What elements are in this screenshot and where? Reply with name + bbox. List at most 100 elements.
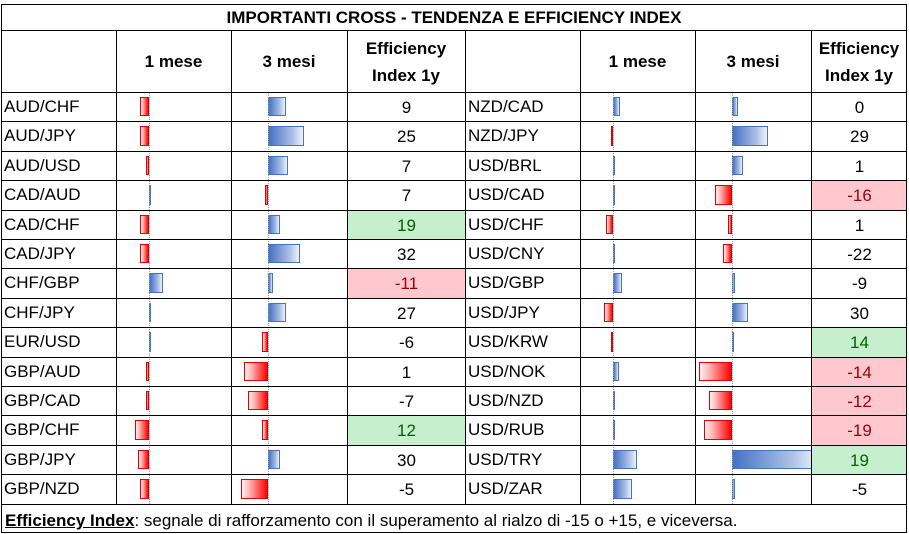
efficiency-value: 25 — [397, 127, 416, 147]
efficiency-value: -6 — [398, 333, 415, 353]
efficiency-value: 0 — [854, 98, 865, 117]
grid-vline — [811, 31, 812, 504]
pair-label: NZD/CAD — [468, 97, 544, 116]
pair-label: GBP/CAD — [4, 391, 81, 410]
pair-label: USD/ZAR — [468, 479, 543, 499]
grid-hline — [1, 386, 907, 387]
bar-3-mesi — [709, 391, 732, 411]
efficiency-index-table: IMPORTANTI CROSS - TENDENZA E EFFICIENCY… — [1, 4, 907, 533]
efficiency-value: 32 — [397, 245, 416, 264]
pair-label: CHF/GBP — [4, 273, 80, 293]
pair-label: AUD/JPY — [4, 126, 76, 146]
footnote: Efficiency Index: segnale di rafforzamen… — [1, 509, 907, 533]
pair-label: USD/CNY — [468, 244, 545, 263]
bar-1-mese — [140, 126, 149, 146]
grid-vline — [580, 31, 581, 504]
bar-1-mese — [613, 273, 622, 293]
bar-3-mesi — [732, 126, 768, 146]
bar-3-mesi — [704, 420, 732, 440]
pair-label: GBP/NZD — [4, 479, 80, 499]
efficiency-value: 30 — [397, 450, 416, 470]
grid-vline — [231, 31, 232, 504]
grid-vline — [465, 31, 466, 504]
header-1-mese-left: 1 mese — [144, 52, 203, 71]
grid-hline — [1, 268, 907, 270]
efficiency-value: 9 — [401, 98, 412, 117]
bar-3-mesi — [732, 449, 819, 470]
bar-3-mesi — [248, 391, 268, 411]
header-3-mesi-right: 3 mesi — [726, 52, 780, 71]
efficiency-value: -7 — [398, 392, 415, 411]
pair-label: GBP/AUD — [4, 361, 81, 381]
pair-label: EUR/USD — [4, 332, 81, 352]
header-efficiency-line2: Index 1y — [824, 65, 894, 85]
efficiency-value: -5 — [851, 480, 868, 500]
grid-hline — [1, 180, 907, 182]
bar-3-mesi — [268, 214, 280, 234]
efficiency-value: 1 — [401, 362, 412, 382]
footnote-text: : segnale di rafforzamento con il supera… — [134, 511, 738, 530]
grid-hline — [1, 297, 907, 299]
pair-label: CAD/AUD — [4, 185, 81, 205]
header-3-mesi-left: 3 mesi — [262, 52, 316, 71]
table-title: IMPORTANTI CROSS - TENDENZA E EFFICIENCY… — [1, 4, 907, 31]
grid-hline — [1, 474, 907, 476]
bar-3-mesi — [268, 126, 304, 146]
grid-vline — [1, 503, 2, 533]
efficiency-value: 1 — [854, 215, 865, 235]
header-efficiency-line2: Index 1y — [371, 65, 441, 85]
efficiency-value: -5 — [398, 480, 415, 500]
bar-1-mese — [140, 244, 149, 264]
bar-1-mese — [146, 361, 149, 381]
efficiency-value: 1 — [854, 156, 865, 176]
pair-label: USD/TRY — [468, 449, 543, 469]
bar-1-mese — [135, 420, 149, 440]
pair-label: USD/RUB — [468, 420, 545, 440]
pair-label: CAD/CHF — [4, 214, 80, 234]
efficiency-value: -19 — [812, 416, 907, 445]
footnote-label: Efficiency Index — [5, 511, 135, 530]
bar-1-mese — [606, 214, 613, 234]
bar-1-mese — [138, 449, 149, 470]
grid-hline — [1, 444, 907, 446]
pair-label: USD/JPY — [468, 302, 540, 322]
grid-hline — [1, 121, 907, 123]
bar-1-mese — [146, 155, 149, 176]
efficiency-value: 30 — [850, 303, 869, 323]
bar-1-mese — [140, 97, 149, 117]
pair-label: USD/CAD — [468, 185, 545, 205]
bar-1-mese — [613, 479, 632, 499]
bar-3-mesi — [732, 155, 743, 176]
header-efficiency-right: Efficiency Index 1y — [811, 31, 907, 92]
pair-label: GBP/CHF — [4, 420, 80, 440]
grid-hline — [1, 239, 907, 240]
pair-label: AUD/CHF — [4, 97, 80, 116]
efficiency-value: 7 — [401, 186, 412, 206]
efficiency-value: -12 — [812, 387, 907, 416]
efficiency-value: -16 — [812, 181, 907, 210]
bar-3-mesi — [715, 185, 732, 205]
efficiency-value: -14 — [812, 357, 907, 386]
efficiency-value: 7 — [401, 156, 412, 176]
pair-label: USD/CHF — [468, 214, 544, 234]
grid-vline — [116, 31, 117, 504]
pair-label: CHF/JPY — [4, 302, 75, 322]
pair-label: NZD/JPY — [468, 126, 539, 146]
grid-hline — [1, 415, 907, 417]
pair-label: GBP/JPY — [4, 449, 76, 469]
grid-hline — [1, 327, 907, 329]
grid-hline — [1, 532, 907, 533]
bar-3-mesi — [241, 479, 268, 499]
bar-1-mese — [140, 479, 149, 499]
bar-1-mese — [146, 391, 149, 411]
grid-vline — [695, 31, 696, 504]
bar-1-mese — [149, 273, 163, 293]
bar-1-mese — [140, 214, 149, 234]
efficiency-value: 19 — [348, 210, 465, 239]
grid-hline — [1, 503, 907, 505]
bar-3-mesi — [268, 449, 280, 470]
header-efficiency-left: Efficiency Index 1y — [347, 31, 465, 92]
header-1-mese-right: 1 mese — [608, 52, 667, 71]
efficiency-value: 27 — [397, 303, 416, 323]
pair-label: AUD/USD — [4, 155, 81, 175]
